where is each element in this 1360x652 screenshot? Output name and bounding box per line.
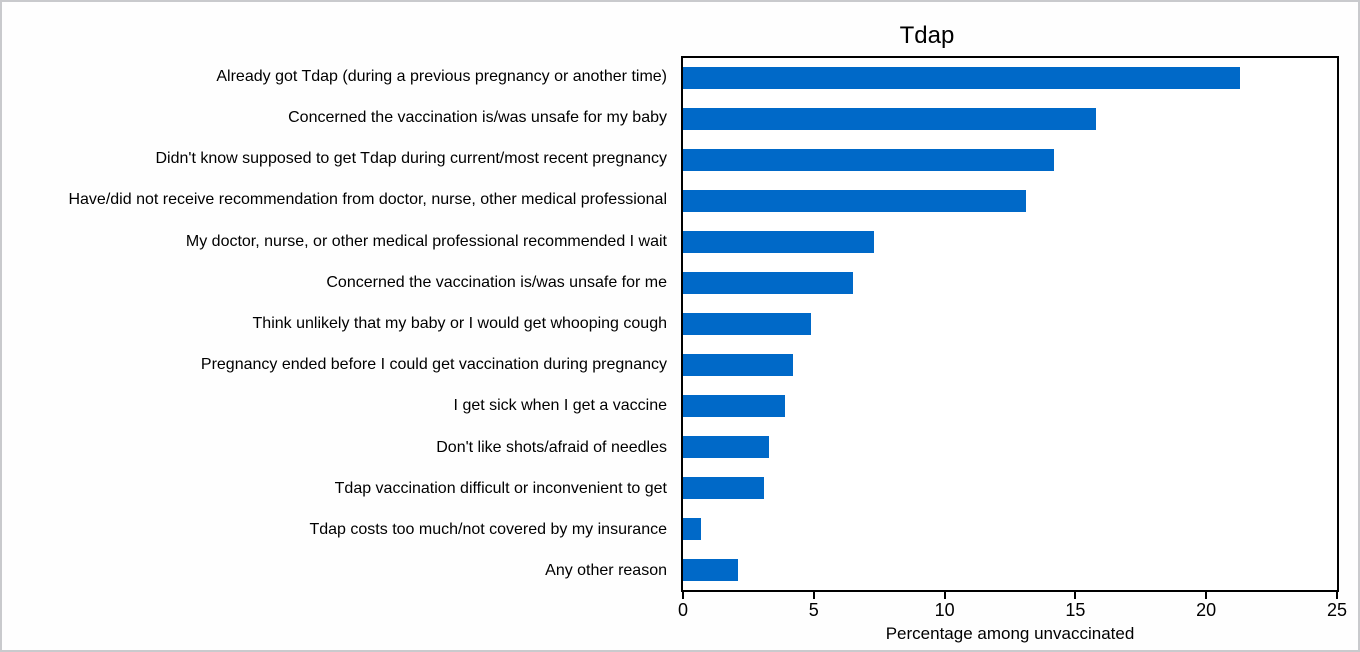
bar xyxy=(683,394,786,417)
bar xyxy=(683,558,738,581)
bar-row xyxy=(683,304,1337,345)
bar xyxy=(683,67,1241,90)
x-tick-mark xyxy=(812,592,815,599)
bar xyxy=(683,312,812,335)
bar xyxy=(683,517,702,540)
bar-row xyxy=(683,181,1337,222)
bar-row xyxy=(683,549,1337,590)
bar-category-label: Don't like shots/afraid of needles xyxy=(436,438,667,456)
x-tick-label: 10 xyxy=(934,600,955,620)
bar xyxy=(683,149,1055,172)
bar xyxy=(683,476,765,499)
bar-row xyxy=(683,426,1337,467)
bar-category-label: Pregnancy ended before I could get vacci… xyxy=(200,356,667,374)
x-tick-label: 0 xyxy=(677,600,689,620)
bar-category-label: Tdap vaccination difficult or inconvenie… xyxy=(334,479,667,497)
x-tick-mark xyxy=(1205,592,1208,599)
x-tick-mark xyxy=(682,592,684,599)
bar-category-label: Think unlikely that my baby or I would g… xyxy=(252,315,667,333)
bar xyxy=(683,231,874,254)
bar-category-label: Didn't know supposed to get Tdap during … xyxy=(155,150,668,168)
x-tick-label: 20 xyxy=(1196,600,1217,620)
bar-category-label: Any other reason xyxy=(545,562,667,580)
bar-row xyxy=(683,222,1337,263)
bar-category-label: Already got Tdap (during a previous preg… xyxy=(216,67,667,85)
bar xyxy=(683,190,1026,213)
bar-category-label: Concerned the vaccination is/was unsafe … xyxy=(326,273,667,291)
bar-row xyxy=(683,344,1337,385)
x-axis-title: Percentage among unvaccinated xyxy=(885,624,1135,643)
x-axis-ticks: 0 5 10 15 20 25 xyxy=(678,592,1347,628)
x-tick-label: 15 xyxy=(1065,600,1086,620)
x-tick-mark xyxy=(943,592,946,599)
bar-category-label: Concerned the vaccination is/was unsafe … xyxy=(288,108,667,126)
x-tick-label: 25 xyxy=(1326,600,1348,620)
plot-area xyxy=(681,56,1339,592)
bar-row xyxy=(683,508,1337,549)
bar xyxy=(683,435,770,458)
y-axis-category-labels: Already got Tdap (during a previous preg… xyxy=(2,56,667,592)
bar-category-label: I get sick when I get a vaccine xyxy=(453,397,667,415)
bar-category-label: My doctor, nurse, or other medical profe… xyxy=(185,232,667,250)
bar-row xyxy=(683,385,1337,426)
bar-row xyxy=(683,263,1337,304)
bar xyxy=(683,353,793,376)
bar-row xyxy=(683,140,1337,181)
bar xyxy=(683,272,854,295)
bar-row xyxy=(683,467,1337,508)
bar xyxy=(683,108,1097,131)
x-tick-label: 5 xyxy=(808,600,819,620)
x-tick-mark xyxy=(1074,592,1077,599)
bar-row xyxy=(683,99,1337,140)
x-tick-mark xyxy=(1336,592,1338,599)
bar-row xyxy=(683,58,1337,99)
chart-title: Tdap xyxy=(899,22,955,49)
bar-category-label: Have/did not receive recommendation from… xyxy=(68,191,667,209)
bar-category-label: Tdap costs too much/not covered by my in… xyxy=(309,521,667,539)
